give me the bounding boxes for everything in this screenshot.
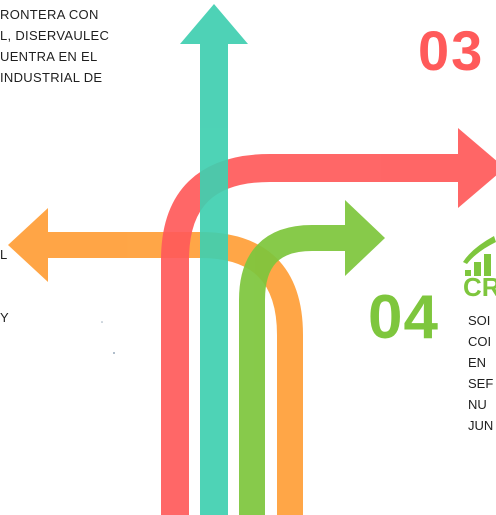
- stray-dot: [101, 321, 103, 323]
- left-paragraph-line: L, DISERVAULEC: [0, 28, 110, 43]
- red-arrow: [161, 128, 496, 515]
- section-04-number: 04: [368, 283, 439, 352]
- section-03-number: 03: [418, 19, 485, 82]
- left-paragraph-line: INDUSTRIAL DE: [0, 70, 103, 85]
- section-04-line: NU: [468, 397, 487, 412]
- left-paragraph-line: UENTRA EN EL: [0, 49, 98, 64]
- section-04-line: SOI: [468, 313, 491, 328]
- teal-arrow: [180, 4, 248, 515]
- section-04-line: JUN: [468, 418, 494, 433]
- left-paragraph: RONTERA CON L, DISERVAULEC UENTRA EN EL …: [0, 4, 140, 88]
- section-04-line: SEF: [468, 376, 494, 391]
- bar-chart-icon: [463, 236, 496, 276]
- section-04-line: COI: [468, 334, 492, 349]
- left-fragment-y: Y: [0, 310, 9, 325]
- left-paragraph-line: RONTERA CON: [0, 7, 99, 22]
- stray-dot: [113, 352, 115, 354]
- green-arrow: [239, 200, 385, 515]
- section-04-heading: CR: [463, 272, 496, 302]
- section-04-paragraph: SOI COI EN SEF NU JUN: [468, 310, 493, 436]
- section-04-line: EN: [468, 355, 487, 370]
- left-fragment-l: L: [0, 247, 8, 262]
